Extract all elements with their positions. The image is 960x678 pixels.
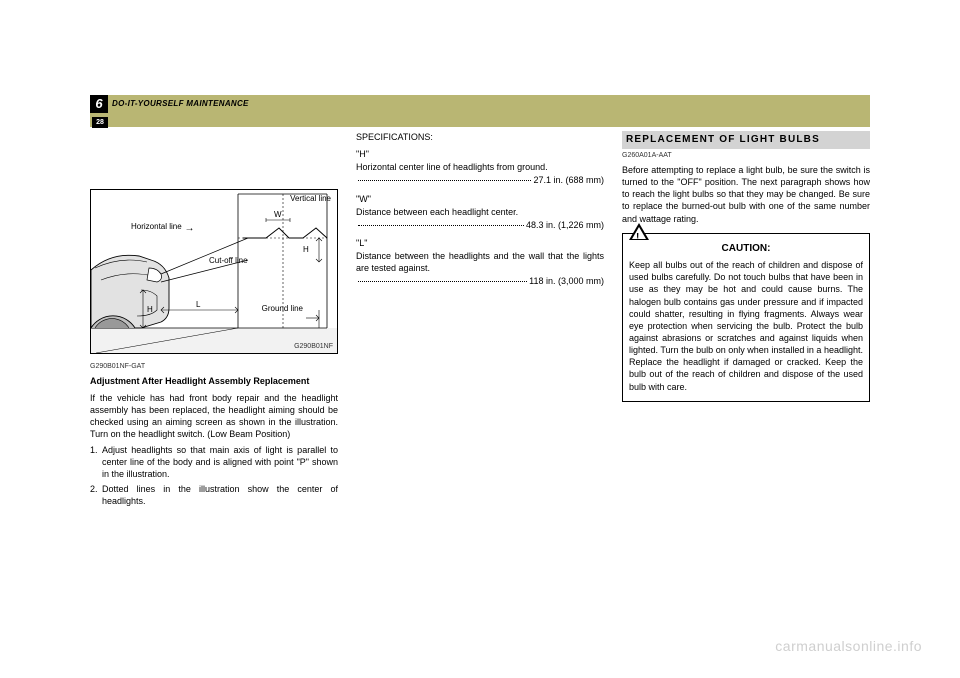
list-item: 1. Adjust headlights so that main axis o… bbox=[90, 444, 338, 480]
section-title-1: Adjustment After Headlight Assembly Repl… bbox=[90, 375, 338, 387]
list-item: 2. Dotted lines in the illustration show… bbox=[90, 483, 338, 507]
spec-key: "L" bbox=[356, 237, 367, 249]
section-code-3: G260A01A-AAT bbox=[622, 151, 870, 160]
caution-box: ! CAUTION: Keep all bulbs out of the rea… bbox=[622, 233, 870, 402]
item-text: Adjust headlights so that main axis of l… bbox=[102, 444, 338, 480]
item-number: 2. bbox=[90, 483, 102, 507]
column-1: Vertical line Horizontal line → W H Cut-… bbox=[90, 131, 338, 509]
arrow-icon: → bbox=[182, 222, 195, 236]
item-text: Dotted lines in the illustration show th… bbox=[102, 483, 338, 507]
label-vertical-line: Vertical line bbox=[290, 194, 331, 205]
caution-body: Keep all bulbs out of the reach of child… bbox=[629, 259, 863, 393]
leader-dots bbox=[358, 174, 531, 181]
aiming-figure: Vertical line Horizontal line → W H Cut-… bbox=[90, 189, 338, 354]
column-2: SPECIFICATIONS: "H" Horizontal center li… bbox=[356, 131, 604, 509]
topic-header: REPLACEMENT OF LIGHT BULBS bbox=[622, 131, 870, 149]
spec-row: 27.1 in. (688 mm) bbox=[356, 173, 604, 187]
spec-desc: Distance between the headlights and the … bbox=[356, 250, 604, 274]
column-3: REPLACEMENT OF LIGHT BULBS G260A01A-AAT … bbox=[622, 131, 870, 509]
chapter-title: DO-IT-YOURSELF MAINTENANCE bbox=[112, 99, 249, 108]
spec-key: "H" bbox=[356, 148, 369, 160]
label-l: L bbox=[196, 300, 200, 311]
spec-key: "W" bbox=[356, 193, 371, 205]
header-bar: 6 DO-IT-YOURSELF MAINTENANCE 28 bbox=[90, 95, 870, 127]
label-cutoff-line: Cut-off line bbox=[209, 256, 248, 267]
label-w: W bbox=[274, 210, 282, 221]
spec-row: 118 in. (3,000 mm) bbox=[356, 274, 604, 288]
label-ground-line: Ground line bbox=[262, 304, 303, 315]
label-horizontal-line: Horizontal line → bbox=[131, 222, 182, 233]
chapter-number-tab: 6 bbox=[90, 95, 108, 113]
spec-row: "L" bbox=[356, 236, 604, 250]
leader-dots bbox=[358, 219, 524, 226]
label-h-lower: H bbox=[147, 305, 153, 316]
spec-desc: Horizontal center line of headlights fro… bbox=[356, 161, 604, 173]
aiming-svg bbox=[91, 190, 337, 353]
section-code-1: G290B01NF-GAT bbox=[90, 362, 338, 371]
content-columns: Vertical line Horizontal line → W H Cut-… bbox=[90, 131, 870, 509]
item-number: 1. bbox=[90, 444, 102, 480]
figure-code: G290B01NF bbox=[294, 342, 333, 351]
label-horizontal-line-text: Horizontal line bbox=[131, 222, 182, 231]
label-h-upper: H bbox=[303, 245, 309, 256]
spec-value: 27.1 in. (688 mm) bbox=[533, 174, 604, 186]
specs-intro: SPECIFICATIONS: bbox=[356, 131, 604, 143]
spec-value: 48.3 in. (1,226 mm) bbox=[526, 219, 604, 231]
page-number: 28 bbox=[92, 117, 108, 128]
spec-row: "W" bbox=[356, 192, 604, 206]
leader-dots bbox=[358, 275, 527, 282]
watermark: carmanualsonline.info bbox=[775, 638, 922, 654]
spec-value: 118 in. (3,000 mm) bbox=[529, 275, 604, 287]
manual-page: 6 DO-IT-YOURSELF MAINTENANCE 28 bbox=[90, 95, 870, 605]
spec-desc: Distance between each headlight center. bbox=[356, 206, 604, 218]
spec-row: "H" bbox=[356, 147, 604, 161]
body-text-3: Before attempting to replace a light bul… bbox=[622, 164, 870, 225]
caution-title: CAUTION: bbox=[629, 242, 863, 256]
body-text-1: If the vehicle has had front body repair… bbox=[90, 392, 338, 441]
spec-row: 48.3 in. (1,226 mm) bbox=[356, 218, 604, 232]
exclamation-icon: ! bbox=[636, 231, 639, 245]
